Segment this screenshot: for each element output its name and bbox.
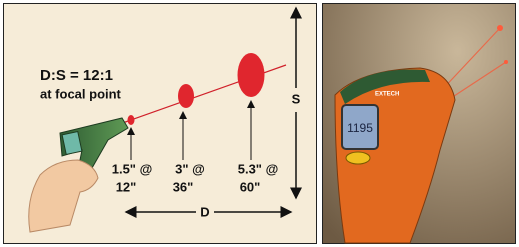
photo-brand: EXTECH	[375, 92, 399, 98]
distance-label: D	[200, 204, 209, 219]
spot-distance: 12"	[116, 179, 137, 194]
page: D:S = 12:1 at focal point 1.5" @ 12" 3" …	[0, 0, 519, 247]
spot-size: 1.5" @	[112, 161, 153, 176]
spot-distance: 36"	[173, 179, 194, 194]
spot-size: 3" @	[175, 161, 205, 176]
ratio-subtitle: at focal point	[40, 86, 122, 101]
spot-small	[128, 115, 135, 125]
spot-large	[238, 53, 265, 97]
spot-size: 5.3" @	[238, 161, 279, 176]
spot-label: S	[292, 91, 301, 106]
ratio-title: D:S = 12:1	[40, 67, 113, 84]
spot-distance: 60"	[240, 179, 261, 194]
photo-reading: 1195	[347, 121, 373, 135]
spot-medium	[178, 84, 194, 108]
